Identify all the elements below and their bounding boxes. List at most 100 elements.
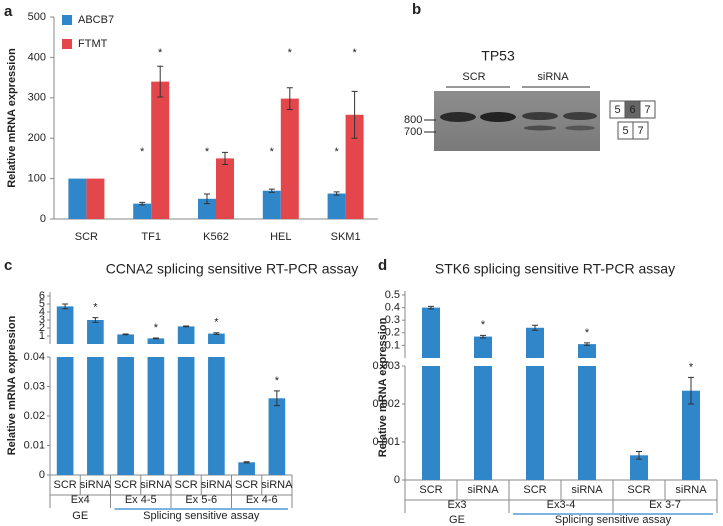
panel-label: d <box>378 257 387 274</box>
y-tick-label: 0.04 <box>24 351 45 363</box>
bar-lower <box>147 357 165 475</box>
error-bar <box>157 65 164 98</box>
bar <box>268 398 286 475</box>
y-axis-title: Relative mRNA expression <box>6 48 18 188</box>
section-label: GE <box>449 514 465 526</box>
y-tick-label: 0 <box>40 213 46 225</box>
bar-lower <box>578 366 596 480</box>
significance: * <box>158 47 163 59</box>
bar-lower <box>117 357 134 475</box>
x-tick-label: siRNA <box>675 484 707 496</box>
bar-lower <box>422 366 440 480</box>
gel-band <box>522 112 558 120</box>
legend-swatch <box>62 15 72 25</box>
y-tick-label: 500 <box>28 11 46 23</box>
bar-upper <box>177 326 195 344</box>
y-tick-label: 400 <box>28 51 46 63</box>
y-tick-label: 6 <box>39 290 45 302</box>
bar <box>238 462 255 475</box>
exon-label: 6 <box>629 104 635 116</box>
x-tick-label: TF1 <box>141 231 161 243</box>
x-tick-label: siRNA <box>201 479 233 491</box>
x-tick-label: SCR <box>419 484 442 496</box>
y-tick-label: 3 <box>39 314 45 326</box>
panel-label: a <box>4 3 13 20</box>
bar-upper <box>117 334 134 344</box>
error-bar <box>183 325 190 328</box>
lane-label: SCR <box>462 71 485 83</box>
bar-upper <box>208 333 225 344</box>
exon-box <box>639 100 656 119</box>
legend-label: ABCB7 <box>78 14 114 26</box>
y-tick-label: 0.5 <box>385 289 400 301</box>
group-label: Ex3-4 <box>547 499 576 511</box>
y-tick-label: 5 <box>39 298 45 310</box>
group-label: Ex 4-5 <box>125 494 157 506</box>
group-label: Ex4 <box>71 494 90 506</box>
chart-title: CCNA2 splicing sensitive RT-PCR assay <box>106 261 359 277</box>
bar-upper <box>474 336 492 358</box>
error-bar <box>268 188 275 193</box>
bar <box>86 178 105 219</box>
y-axis-title: Relative mRNA expression <box>377 317 389 457</box>
y-tick-label: 200 <box>28 132 46 144</box>
bar-upper <box>56 306 74 344</box>
group-label: Ex3 <box>448 499 467 511</box>
error-bar <box>584 342 590 346</box>
significance: * <box>334 146 339 158</box>
significance: * <box>140 146 145 158</box>
group-label: Ex 3-7 <box>649 499 681 511</box>
error-bar <box>286 87 293 111</box>
legend-swatch <box>62 39 72 49</box>
significance: * <box>275 375 280 387</box>
group-label: Ex 5-6 <box>185 494 217 506</box>
exon-diagram: 5 6 7 5 7 <box>609 100 656 140</box>
bar-lower <box>177 357 195 475</box>
bar-upper <box>578 344 596 358</box>
x-tick-label: siRNA <box>571 484 603 496</box>
y-tick-label: 300 <box>28 92 46 104</box>
bar <box>68 178 87 219</box>
panel-label: c <box>4 257 12 274</box>
bar-upper <box>526 327 544 358</box>
lane-label: siRNA <box>537 71 569 83</box>
bar <box>682 390 700 480</box>
error-bar <box>273 390 280 407</box>
x-tick-label: SCR <box>75 231 98 243</box>
gel-title: TP53 <box>481 48 515 64</box>
exon-box <box>632 121 649 140</box>
significance: * <box>154 322 159 334</box>
x-tick-label: SCR <box>627 484 650 496</box>
error-bar <box>688 376 694 405</box>
x-tick-label: SCR <box>235 479 258 491</box>
significance: * <box>352 47 357 59</box>
x-tick-label: SCR <box>523 484 546 496</box>
bar-upper <box>147 338 165 344</box>
bar-lower <box>474 366 492 480</box>
error-bar <box>62 303 69 310</box>
y-tick-label: 0.02 <box>24 410 45 422</box>
gel-band <box>563 112 597 120</box>
significance: * <box>214 317 219 329</box>
bar-lower <box>87 357 104 475</box>
bar-lower <box>56 357 74 475</box>
section-label: Splicing sensitive assay <box>143 510 260 522</box>
error-bar <box>636 451 642 460</box>
error-bar <box>222 151 228 165</box>
y-tick-label: 0.03 <box>24 380 45 392</box>
bar <box>262 190 281 219</box>
x-tick-label: SCR <box>175 479 198 491</box>
size-marker: 700 <box>404 126 422 138</box>
significance: * <box>689 361 694 373</box>
significance: * <box>270 146 275 158</box>
y-tick-label: 0.002 <box>372 398 400 410</box>
x-tick-label: siRNA <box>467 484 499 496</box>
x-tick-label: HEL <box>270 231 291 243</box>
error-bar <box>204 193 210 205</box>
y-tick-label: 1 <box>39 330 45 342</box>
size-marker: 800 <box>404 114 422 126</box>
gel-band <box>440 112 476 122</box>
y-tick-label: 0 <box>39 469 45 481</box>
